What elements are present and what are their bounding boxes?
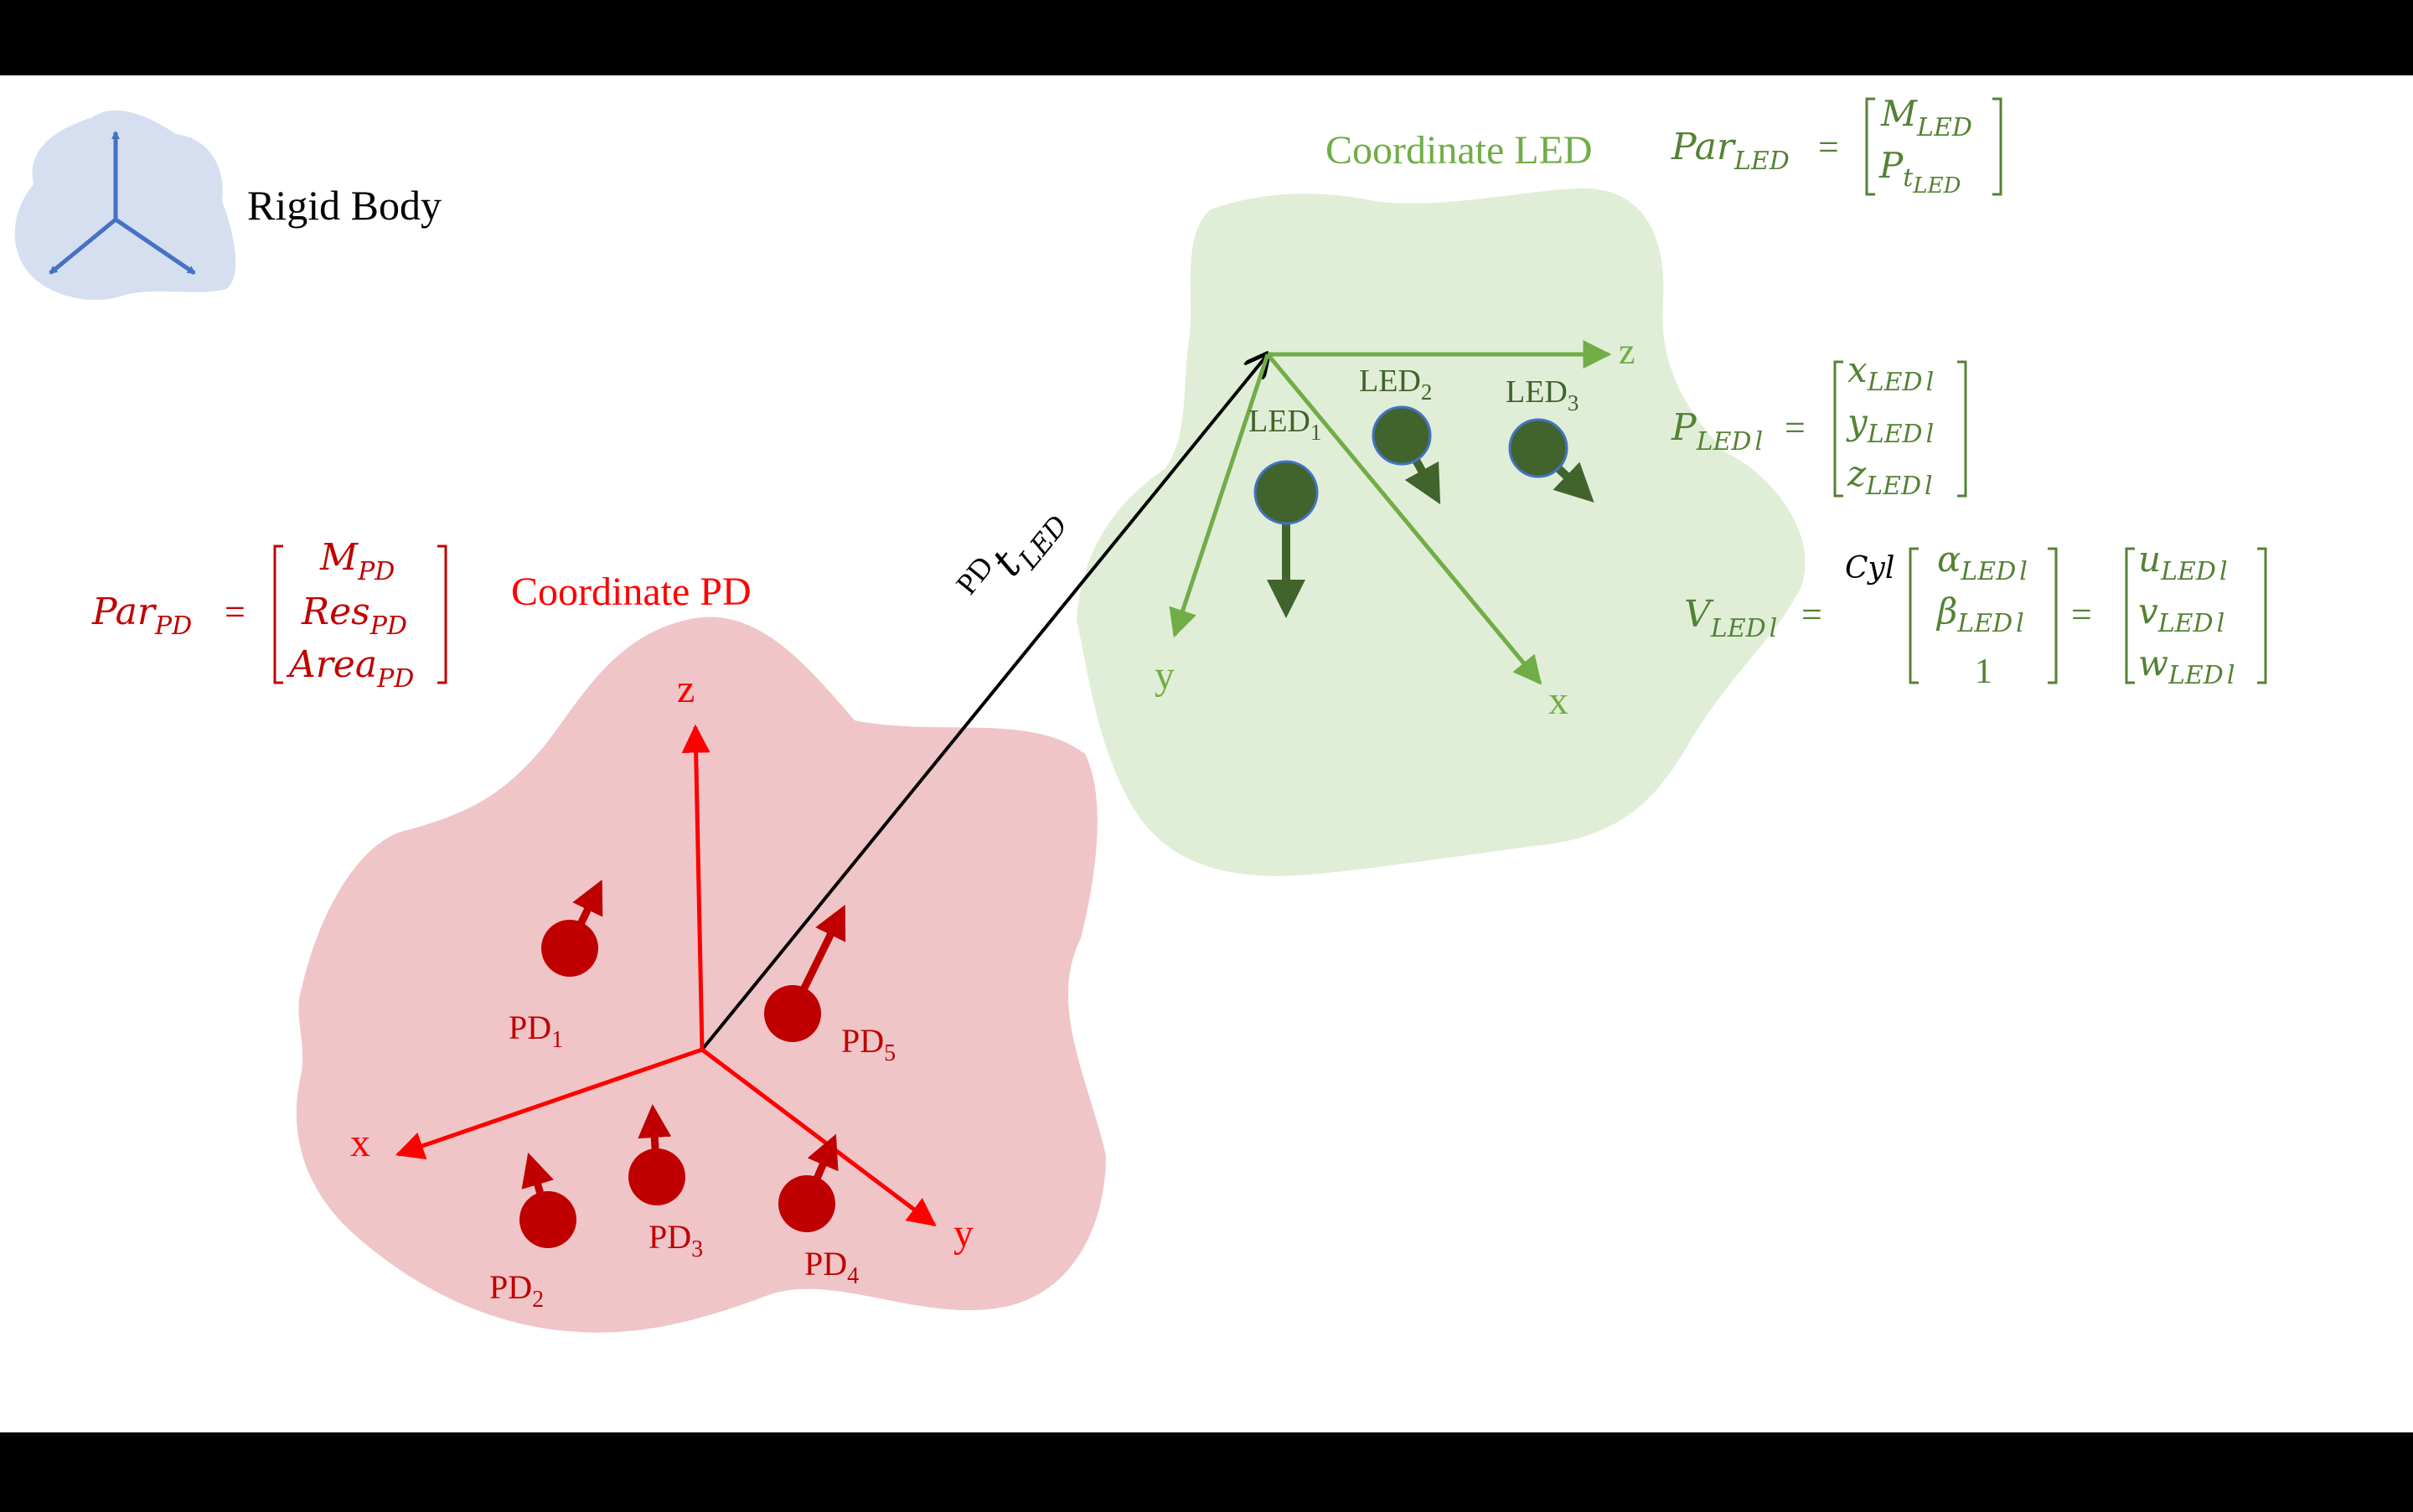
pd-device: PD1 xyxy=(509,879,603,1053)
rigid-axis-right-icon xyxy=(114,217,196,276)
led-device-dot xyxy=(1253,460,1319,525)
rigid-body-label: Rigid Body xyxy=(247,182,442,229)
led-direction-mid-left-bracket xyxy=(1909,547,1919,684)
pd-param-row: AreaPD xyxy=(286,643,414,694)
led-param-row: MLED xyxy=(1880,93,1972,142)
pd-param-equals: = xyxy=(225,591,245,632)
led-device: LED1 xyxy=(1248,404,1321,618)
led-direction-mid-right-bracket xyxy=(2048,547,2058,684)
led-param-left-bracket xyxy=(1865,97,1875,196)
pd-z-axis-label: z xyxy=(677,667,695,711)
led-param-lhs: ParLED xyxy=(1671,126,1790,176)
led-position-right-bracket xyxy=(1957,360,1967,498)
pd-device-label: PD1 xyxy=(509,1009,563,1053)
pd-param-right-bracket xyxy=(437,544,447,684)
led-direction-rhs-row: vLED l xyxy=(2138,591,2224,638)
led-parameter-vector: ParLED = MLED PtLED xyxy=(1671,93,2002,199)
led-direction-rhs-row: wLED l xyxy=(2138,642,2235,690)
led-position-equals: = xyxy=(1785,407,1806,448)
pd-device-label: PD2 xyxy=(489,1268,544,1313)
led-x-axis-label: x xyxy=(1548,679,1568,723)
pd-device: PD5 xyxy=(764,905,896,1066)
led-param-right-bracket xyxy=(1992,97,2002,196)
pd-z-axis xyxy=(681,724,710,1050)
rigid-body-axes-icon xyxy=(14,110,236,301)
led-y-axis xyxy=(1169,353,1270,638)
led-device-label: LED3 xyxy=(1506,374,1579,415)
led-direction-vector: VLED l = Cyl αLED l βLED l 1 = uLED l vLED l … xyxy=(1684,539,2267,691)
led-direction-mid-row: βLED l xyxy=(1935,591,2024,638)
rigid-body-legend: Rigid Body xyxy=(14,110,442,301)
led-position-left-bracket xyxy=(1833,360,1843,498)
led-device-dot xyxy=(1508,418,1568,478)
led-param-equals: = xyxy=(1818,126,1839,168)
led-position-lhs: PLED l xyxy=(1671,406,1763,457)
led-device: LED3 xyxy=(1506,374,1594,503)
pd-device-dot xyxy=(778,1175,835,1232)
pd-device: PD3 xyxy=(628,1104,703,1262)
pd-device-dot xyxy=(541,920,598,977)
led-device: LED2 xyxy=(1359,364,1441,505)
pd-device-dot xyxy=(764,985,821,1042)
pd-param-row: ResPD xyxy=(301,591,407,641)
led-coordinate-title: Coordinate LED xyxy=(1325,128,1593,173)
bottom-letterbox-bar xyxy=(0,1432,2413,1508)
led-position-row: zLED l xyxy=(1847,453,1933,501)
pd-device: PD2 xyxy=(489,1152,576,1313)
translation-vector-arrow xyxy=(700,354,1268,1051)
led-z-axis-label: z xyxy=(1619,331,1635,372)
led-position-row: xLED l xyxy=(1847,349,1934,397)
led-coordinate-axes: z y x xyxy=(1155,331,1635,723)
led-y-axis-label: y xyxy=(1155,653,1175,698)
led-param-row: PtLED xyxy=(1878,145,1961,199)
led-direction-prefix: Cyl xyxy=(1845,551,1894,586)
rigid-axis-left-icon xyxy=(49,218,117,275)
pd-device-label: PD5 xyxy=(841,1022,896,1066)
led-direction-rhs-row: uLED l xyxy=(2138,539,2228,586)
top-letterbox-bar xyxy=(0,0,2413,75)
pd-devices: PD1 PD2 PD3 PD4 PD5 xyxy=(489,879,896,1313)
pd-x-axis-label: x xyxy=(350,1121,370,1165)
pd-param-lhs: ParPD xyxy=(91,591,192,641)
led-direction-rhs-left-bracket xyxy=(2125,547,2135,684)
pd-device-dot xyxy=(519,1191,576,1248)
pd-parameter-vector: ParPD = MPD ResPD AreaPD xyxy=(91,536,447,694)
pd-coordinate-title: Coordinate PD xyxy=(511,570,752,614)
led-position-vector: PLED l = xLED l yLED l zLED l xyxy=(1671,349,1967,501)
pd-param-row: MPD xyxy=(319,536,395,586)
led-direction-lhs: VLED l xyxy=(1684,593,1777,643)
pd-device: PD4 xyxy=(778,1133,859,1289)
led-direction-equals-2: = xyxy=(2071,594,2092,635)
led-devices: LED1 LED2 LED3 xyxy=(1248,364,1594,618)
pd-device-dot xyxy=(628,1148,685,1205)
pd-device-label: PD3 xyxy=(648,1218,703,1262)
led-direction-equals: = xyxy=(1801,594,1822,635)
led-position-row: yLED l xyxy=(1846,401,1934,449)
pd-y-axis-label: y xyxy=(953,1211,974,1256)
led-device-label: LED2 xyxy=(1359,364,1432,405)
led-direction-mid-row: αLED l xyxy=(1937,539,2028,586)
pd-x-axis xyxy=(395,1047,703,1160)
led-device-label: LED1 xyxy=(1248,404,1321,445)
led-direction-mid-row: 1 xyxy=(1975,653,1992,691)
led-device-dot xyxy=(1372,405,1432,466)
pd-device-label: PD4 xyxy=(804,1245,859,1289)
pd-param-left-bracket xyxy=(273,544,283,684)
led-direction-rhs-right-bracket xyxy=(2257,547,2267,684)
led-x-axis xyxy=(1266,353,1542,685)
